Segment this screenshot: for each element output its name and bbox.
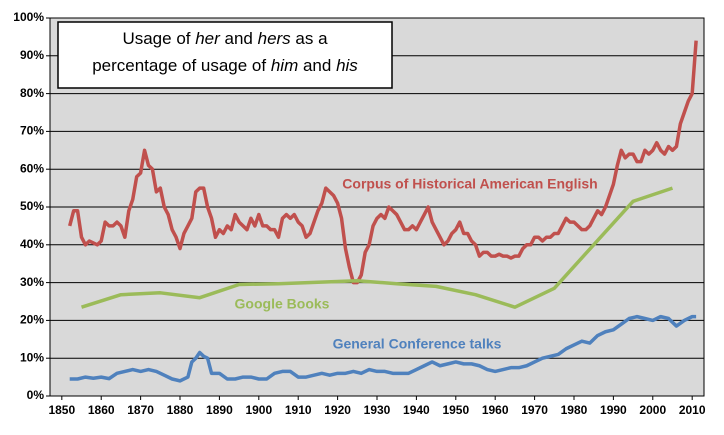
- y-tick-label: 50%: [20, 199, 44, 213]
- y-tick-label: 10%: [20, 350, 44, 364]
- x-tick-label: 1930: [364, 403, 391, 417]
- x-tick-label: 1850: [48, 403, 75, 417]
- title-part: his: [336, 56, 358, 75]
- title-part: her: [195, 29, 221, 48]
- x-tick-label: 1980: [561, 403, 588, 417]
- title-part: hers: [258, 29, 292, 48]
- x-tick-label: 1940: [403, 403, 430, 417]
- y-tick-label: 80%: [20, 86, 44, 100]
- x-tick-label: 1870: [127, 403, 154, 417]
- y-tick-label: 70%: [20, 124, 44, 138]
- series-label: Google Books: [235, 296, 330, 312]
- x-tick-label: 1950: [442, 403, 469, 417]
- x-tick-label: 1920: [324, 403, 351, 417]
- title-part: as a: [291, 29, 328, 48]
- y-tick-label: 40%: [20, 237, 44, 251]
- title-part: Usage of: [122, 29, 195, 48]
- y-tick-label: 90%: [20, 48, 44, 62]
- y-tick-label: 60%: [20, 161, 44, 175]
- title-box: [57, 21, 393, 89]
- x-tick-label: 1990: [600, 403, 627, 417]
- x-tick-label: 1860: [88, 403, 115, 417]
- series-line: [69, 314, 697, 383]
- y-tick-label: 20%: [20, 313, 44, 327]
- series-line: [80, 186, 674, 309]
- x-tick-label: 2000: [639, 403, 666, 417]
- y-tick-label: 100%: [13, 10, 44, 24]
- x-tick-label: 1960: [482, 403, 509, 417]
- title-part: and: [298, 56, 336, 75]
- x-tick-label: 1900: [245, 403, 272, 417]
- y-tick-label: 30%: [20, 275, 44, 289]
- title-part: him: [271, 56, 298, 75]
- x-tick-label: 2010: [679, 403, 706, 417]
- chart-title: Usage of her and hers as a: [122, 29, 328, 48]
- x-tick-label: 1970: [521, 403, 548, 417]
- x-tick-label: 1910: [285, 403, 312, 417]
- series-label: Corpus of Historical American English: [342, 176, 597, 192]
- title-part: and: [220, 29, 258, 48]
- y-tick-label: 0%: [27, 388, 45, 402]
- title-part: percentage of usage of: [92, 56, 271, 75]
- chart-title: percentage of usage of him and his: [92, 56, 358, 75]
- series-label: General Conference talks: [333, 336, 502, 352]
- x-tick-label: 1890: [206, 403, 233, 417]
- series-line: [68, 40, 698, 285]
- x-tick-label: 1880: [167, 403, 194, 417]
- plot-border: [49, 17, 705, 397]
